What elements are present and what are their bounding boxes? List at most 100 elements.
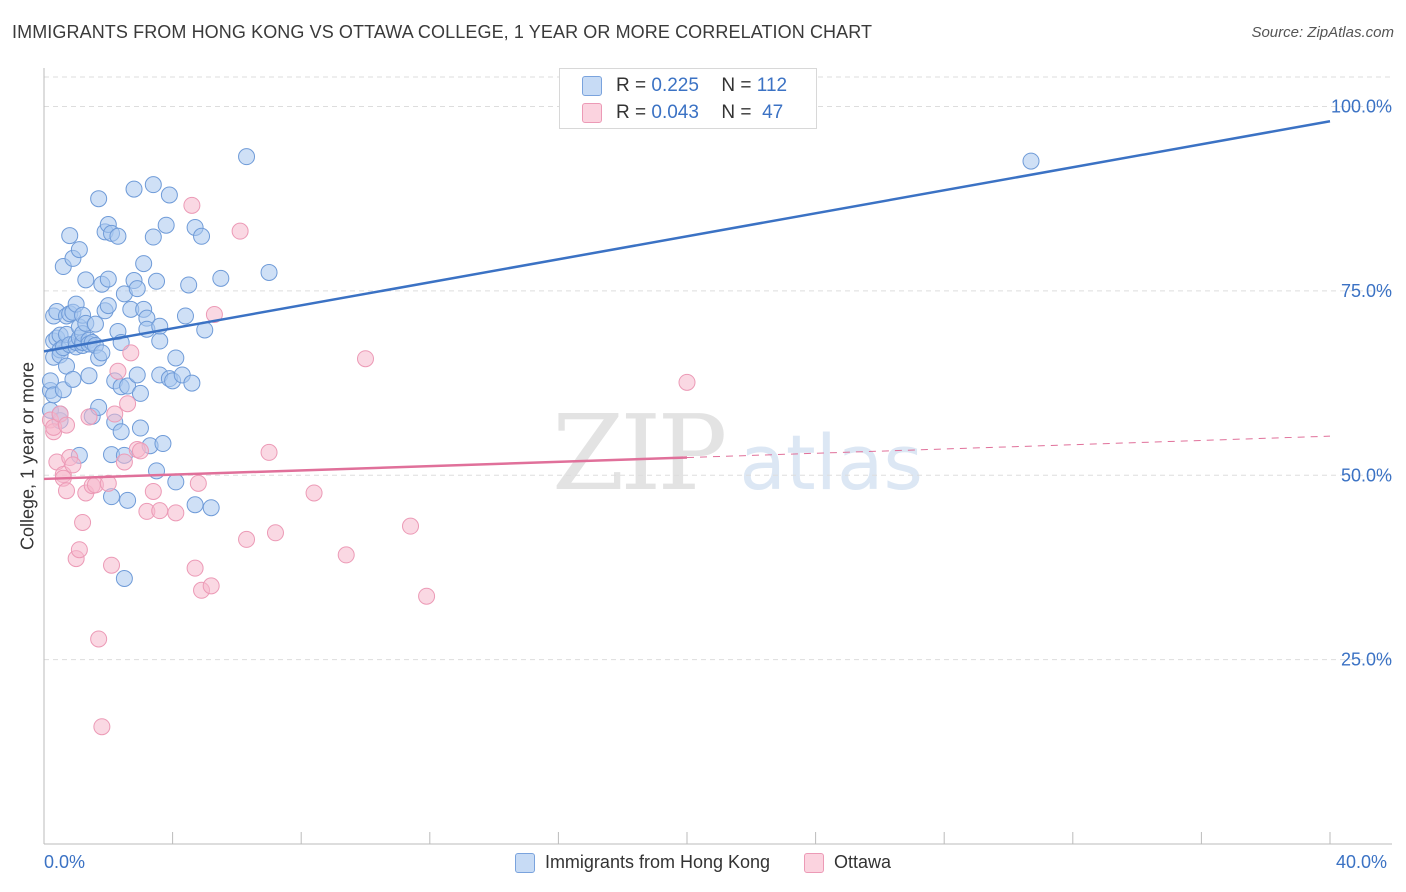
n-label: N = xyxy=(721,102,752,123)
point-hong-kong xyxy=(61,227,79,245)
point-ottawa xyxy=(167,504,185,522)
point-ottawa xyxy=(357,350,374,368)
point-hong-kong xyxy=(144,228,162,246)
point-hong-kong xyxy=(1022,152,1040,170)
point-hong-kong xyxy=(131,419,149,437)
point-hong-kong xyxy=(90,190,108,208)
point-ottawa xyxy=(266,524,284,542)
legend-label-ottawa: Ottawa xyxy=(834,852,892,872)
point-ottawa xyxy=(99,474,117,492)
y-axis-label: College, 1 year or more xyxy=(17,361,38,551)
point-ottawa xyxy=(402,517,420,535)
point-hong-kong xyxy=(176,307,194,325)
stats-row-ottawa: R = 0.043 N = 47 xyxy=(582,102,783,124)
point-ottawa xyxy=(74,513,92,531)
point-ottawa xyxy=(678,373,696,391)
point-hong-kong xyxy=(154,435,172,453)
point-hong-kong xyxy=(144,176,162,194)
point-ottawa xyxy=(186,559,204,577)
point-ottawa xyxy=(90,630,108,648)
point-ottawa xyxy=(305,484,323,502)
point-ottawa xyxy=(418,587,436,605)
point-ottawa xyxy=(80,408,98,426)
point-ottawa xyxy=(238,530,256,548)
point-ottawa xyxy=(260,443,278,461)
trendline-ottawa xyxy=(43,456,688,481)
legend-item-hong-kong[interactable]: Immigrants from Hong Kong xyxy=(514,852,771,873)
point-hong-kong xyxy=(70,241,88,259)
point-hong-kong xyxy=(128,280,146,298)
legend-item-ottawa[interactable]: Ottawa xyxy=(804,852,891,873)
point-hong-kong xyxy=(212,269,230,287)
x-tick-label-max: 40.0% xyxy=(1336,852,1388,872)
point-hong-kong xyxy=(167,473,185,491)
chart-legend: Immigrants from Hong Kong Ottawa xyxy=(0,852,1406,873)
legend-pink-swatch xyxy=(804,852,825,873)
point-ottawa xyxy=(183,196,201,214)
n-label: N = xyxy=(721,75,752,96)
n-value: 47 xyxy=(762,102,784,123)
point-hong-kong xyxy=(125,180,143,198)
point-hong-kong xyxy=(151,332,169,350)
point-ottawa xyxy=(103,556,121,574)
correlation-stats-box: R = 0.225 N = 112 R = 0.043 N = 47 xyxy=(559,68,817,129)
point-ottawa xyxy=(189,474,207,492)
point-hong-kong xyxy=(202,499,220,517)
point-hong-kong xyxy=(260,263,278,281)
chart-title: IMMIGRANTS FROM HONG KONG VS OTTAWA COLL… xyxy=(12,22,873,42)
point-ottawa xyxy=(115,453,133,471)
point-hong-kong xyxy=(128,366,146,384)
point-hong-kong xyxy=(77,271,95,289)
point-ottawa xyxy=(205,305,223,323)
watermark-zip: ZIP xyxy=(552,392,727,514)
point-hong-kong xyxy=(193,227,211,245)
point-hong-kong xyxy=(64,370,82,388)
point-hong-kong xyxy=(112,423,130,441)
point-hong-kong xyxy=(183,374,201,392)
watermark: ZIP atlas xyxy=(552,392,923,514)
point-ottawa xyxy=(93,718,111,736)
point-hong-kong xyxy=(86,315,104,333)
r-label: R = xyxy=(616,75,647,96)
point-ottawa xyxy=(151,502,169,520)
point-ottawa xyxy=(131,442,149,460)
watermark-atlas: atlas xyxy=(739,418,923,507)
point-hong-kong xyxy=(148,272,166,290)
y-tick-label: 50.0% xyxy=(1341,465,1392,485)
blue-swatch xyxy=(582,76,602,96)
point-ottawa xyxy=(231,222,249,240)
point-hong-kong xyxy=(93,344,111,362)
point-ottawa xyxy=(337,546,355,564)
r-label: R = xyxy=(616,102,647,123)
point-ottawa xyxy=(109,362,127,380)
y-tick-label: 75.0% xyxy=(1341,281,1392,301)
y-tick-label: 25.0% xyxy=(1341,650,1392,670)
point-ottawa xyxy=(119,395,137,413)
point-ottawa xyxy=(106,405,124,423)
point-hong-kong xyxy=(115,570,133,587)
point-hong-kong xyxy=(180,276,198,294)
point-ottawa xyxy=(58,416,76,434)
r-value: 0.225 xyxy=(651,75,699,96)
source-label: Source: ZipAtlas.com xyxy=(1251,24,1394,41)
point-hong-kong xyxy=(119,377,137,395)
legend-label-hong-kong: Immigrants from Hong Kong xyxy=(544,852,771,872)
trendline-ottawa-extension xyxy=(686,435,1331,459)
legend-blue-swatch xyxy=(514,852,535,873)
point-hong-kong xyxy=(131,384,149,402)
trendline-hong-kong xyxy=(43,120,1331,353)
r-value: 0.043 xyxy=(651,102,699,123)
point-hong-kong xyxy=(80,367,98,385)
point-hong-kong xyxy=(135,255,153,273)
point-hong-kong xyxy=(167,349,185,367)
point-hong-kong xyxy=(186,496,204,514)
point-hong-kong xyxy=(157,216,175,234)
point-ottawa xyxy=(64,456,82,474)
pink-swatch xyxy=(582,103,602,123)
x-tick-label-min: 0.0% xyxy=(44,852,86,872)
stats-row-hong-kong: R = 0.225 N = 112 xyxy=(582,75,787,97)
point-ottawa xyxy=(202,577,220,595)
point-hong-kong xyxy=(109,227,127,245)
point-hong-kong xyxy=(238,148,256,166)
point-hong-kong xyxy=(99,270,117,288)
